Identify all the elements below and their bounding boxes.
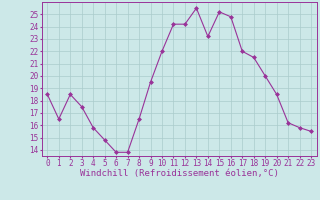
X-axis label: Windchill (Refroidissement éolien,°C): Windchill (Refroidissement éolien,°C)	[80, 169, 279, 178]
